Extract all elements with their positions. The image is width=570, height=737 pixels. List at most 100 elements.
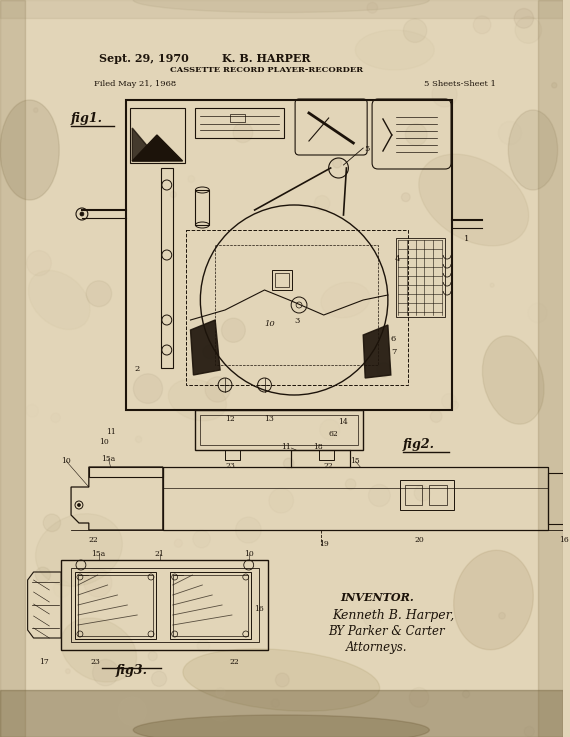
Text: 21: 21 bbox=[155, 550, 165, 558]
Ellipse shape bbox=[355, 30, 434, 70]
Ellipse shape bbox=[419, 154, 529, 246]
Polygon shape bbox=[363, 325, 391, 378]
Ellipse shape bbox=[61, 618, 137, 682]
Text: 20: 20 bbox=[414, 536, 424, 544]
Ellipse shape bbox=[183, 649, 380, 711]
Circle shape bbox=[404, 18, 427, 43]
Circle shape bbox=[86, 281, 112, 307]
Text: 22: 22 bbox=[89, 536, 99, 544]
Bar bbox=[548, 473, 570, 524]
Bar bbox=[127, 100, 452, 410]
Text: 4: 4 bbox=[395, 255, 400, 263]
Text: 18: 18 bbox=[313, 443, 323, 451]
Text: 17: 17 bbox=[39, 658, 49, 666]
Bar bbox=[131, 108, 185, 163]
Bar bbox=[71, 568, 259, 642]
Text: 22: 22 bbox=[229, 658, 239, 666]
Circle shape bbox=[552, 83, 557, 88]
Circle shape bbox=[367, 2, 378, 13]
Bar bbox=[272, 270, 292, 290]
Circle shape bbox=[133, 374, 162, 403]
Ellipse shape bbox=[133, 0, 429, 13]
Ellipse shape bbox=[28, 270, 90, 329]
Text: Attorneys.: Attorneys. bbox=[345, 641, 407, 654]
Text: 11: 11 bbox=[107, 428, 116, 436]
Bar bbox=[538, 0, 563, 737]
Bar bbox=[196, 108, 284, 138]
Text: BY Parker & Carter: BY Parker & Carter bbox=[329, 625, 445, 638]
Circle shape bbox=[66, 668, 70, 674]
Bar bbox=[225, 450, 240, 460]
Text: 5: 5 bbox=[364, 145, 369, 153]
Polygon shape bbox=[132, 128, 160, 161]
Text: 6: 6 bbox=[391, 335, 396, 343]
Text: 19: 19 bbox=[319, 540, 328, 548]
Text: INVENTOR.: INVENTOR. bbox=[340, 592, 414, 603]
Text: 1: 1 bbox=[464, 235, 469, 243]
Ellipse shape bbox=[0, 100, 59, 200]
Ellipse shape bbox=[168, 379, 226, 421]
Bar bbox=[196, 190, 209, 225]
Text: fig2.: fig2. bbox=[402, 438, 435, 451]
Circle shape bbox=[80, 212, 84, 216]
Text: 16: 16 bbox=[254, 605, 263, 613]
Bar bbox=[163, 467, 548, 530]
Text: fig1.: fig1. bbox=[71, 112, 103, 125]
Circle shape bbox=[78, 503, 80, 506]
Text: 11: 11 bbox=[281, 443, 291, 451]
Circle shape bbox=[216, 688, 225, 697]
Circle shape bbox=[205, 377, 230, 402]
Circle shape bbox=[473, 16, 491, 34]
Circle shape bbox=[332, 158, 341, 168]
Text: Kenneth B. Harper,: Kenneth B. Harper, bbox=[333, 609, 455, 622]
Bar bbox=[429, 485, 447, 505]
Text: K. B. HARPER: K. B. HARPER bbox=[222, 53, 311, 64]
Bar bbox=[230, 114, 245, 122]
Text: CASSETTE RECORD PLAYER-RECORDER: CASSETTE RECORD PLAYER-RECORDER bbox=[170, 66, 363, 74]
Text: 23: 23 bbox=[91, 658, 101, 666]
Bar bbox=[173, 575, 248, 636]
Bar bbox=[75, 572, 156, 639]
Text: Sept. 29, 1970: Sept. 29, 1970 bbox=[99, 53, 189, 64]
Text: 10: 10 bbox=[244, 550, 254, 558]
Text: 14: 14 bbox=[339, 418, 348, 426]
Bar bbox=[275, 273, 289, 287]
Circle shape bbox=[514, 9, 534, 28]
Bar bbox=[196, 410, 363, 450]
Text: 10: 10 bbox=[61, 457, 71, 465]
Ellipse shape bbox=[35, 514, 123, 587]
Polygon shape bbox=[132, 135, 182, 161]
Text: 10: 10 bbox=[99, 438, 108, 446]
Bar bbox=[405, 485, 422, 505]
Text: 23: 23 bbox=[225, 462, 235, 470]
Circle shape bbox=[197, 640, 210, 652]
Text: 3: 3 bbox=[294, 317, 299, 325]
Text: 16: 16 bbox=[560, 536, 569, 544]
Bar bbox=[89, 467, 163, 477]
Bar bbox=[201, 415, 359, 445]
Polygon shape bbox=[190, 320, 220, 375]
Text: 15a: 15a bbox=[101, 455, 115, 463]
Text: 7: 7 bbox=[391, 348, 396, 356]
Circle shape bbox=[405, 124, 427, 146]
Text: 10: 10 bbox=[264, 320, 275, 328]
Text: 5 Sheets-Sheet 1: 5 Sheets-Sheet 1 bbox=[425, 80, 496, 88]
Bar bbox=[291, 450, 351, 467]
Circle shape bbox=[34, 108, 38, 113]
Ellipse shape bbox=[482, 336, 544, 425]
Text: 2: 2 bbox=[134, 365, 140, 373]
Bar bbox=[78, 575, 153, 636]
Text: 22: 22 bbox=[324, 462, 333, 470]
Text: 62: 62 bbox=[329, 430, 339, 438]
Bar bbox=[163, 467, 548, 488]
Text: 15: 15 bbox=[351, 457, 360, 465]
Circle shape bbox=[35, 567, 51, 582]
Text: fig3.: fig3. bbox=[115, 664, 147, 677]
Ellipse shape bbox=[508, 110, 557, 190]
Text: 13: 13 bbox=[264, 415, 274, 423]
Text: 12: 12 bbox=[225, 415, 235, 423]
Circle shape bbox=[401, 193, 410, 202]
Bar bbox=[186, 230, 408, 385]
Circle shape bbox=[377, 363, 391, 377]
Circle shape bbox=[188, 175, 195, 183]
